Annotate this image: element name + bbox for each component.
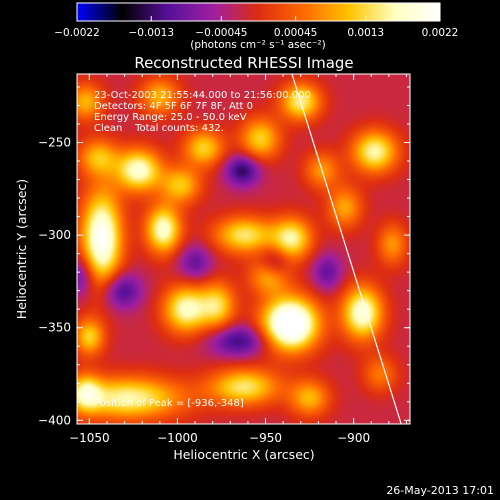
colorbar-tick-label: −0.0013: [128, 27, 174, 39]
y-tick-label: −400: [38, 413, 71, 427]
colorbar-frame: [76, 2, 441, 22]
axis-ticks: −1050 −1000 −950 −900 −250 −300 −350 −400: [38, 74, 410, 445]
annotation-clean-counts: Clean Total counts: 432.: [94, 123, 224, 134]
colorbar-tick-label: 0.0013: [347, 27, 384, 39]
solar-limb-line: [291, 74, 402, 424]
annotation-peak-position: Position of Peak = [-936,-348]: [94, 398, 244, 409]
x-axis-title: Heliocentric X (arcsec): [173, 447, 314, 462]
colorbar-ticks: −0.0022 −0.0013 −0.00045 0.00045 0.0013 0.002…: [54, 16, 458, 39]
x-tick-label: −1000: [157, 431, 198, 445]
annotation-time-range: 23-Oct-2003 21:55:44.000 to 21:56:00.000: [94, 90, 311, 101]
colorbar-tick-label: 0.00045: [274, 27, 317, 39]
render-timestamp: 26-May-2013 17:01: [386, 484, 494, 497]
y-tick-label: −250: [38, 136, 71, 150]
colorbar-tick-label: −0.00045: [195, 27, 247, 39]
colorbar-units-label: (photons cm⁻² s⁻¹ asec⁻²): [190, 39, 325, 51]
x-tick-label: −950: [249, 431, 282, 445]
y-tick-label: −350: [38, 321, 71, 335]
y-tick-label: −300: [38, 228, 71, 242]
annotation-energy-range: Energy Range: 25.0 - 50.0 keV: [94, 112, 247, 123]
x-tick-label: −1050: [69, 431, 110, 445]
heatmap-image: [77, 74, 410, 424]
x-tick-label: −900: [337, 431, 370, 445]
colorbar: [77, 3, 440, 21]
chart-title: Reconstructed RHESSI Image: [134, 54, 353, 72]
plot-frame: [76, 73, 411, 425]
colorbar-tick-label: 0.0022: [422, 27, 459, 39]
colorbar-tick-label: −0.0022: [54, 27, 100, 39]
annotation-detectors: Detectors: 4F 5F 6F 7F 8F, Att 0: [94, 101, 253, 112]
y-axis-title: Heliocentric Y (arcsec): [14, 179, 29, 319]
heatmap-region: [77, 74, 410, 424]
